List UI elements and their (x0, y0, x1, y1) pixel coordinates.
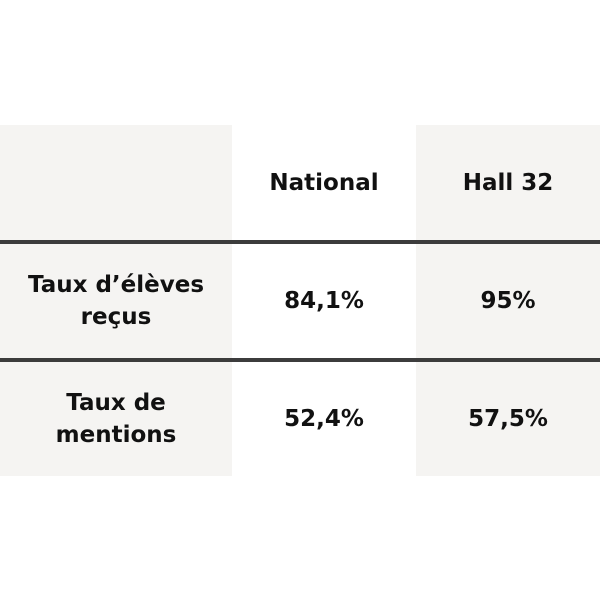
corner-cell (0, 125, 232, 240)
header-row: National Hall 32 (0, 125, 600, 240)
row-separator (0, 240, 600, 244)
column-header: National (232, 125, 416, 240)
value-cell: 57,5% (416, 362, 600, 476)
column-header: Hall 32 (416, 125, 600, 240)
row-label: Taux de mentions (0, 362, 232, 476)
value-cell: 52,4% (232, 362, 416, 476)
row-label: Taux d’élèves reçus (0, 244, 232, 358)
value-cell: 95% (416, 244, 600, 358)
comparison-table: National Hall 32 Taux d’élèves reçus 84,… (0, 125, 600, 476)
data-row: Taux de mentions 52,4% 57,5% (0, 362, 600, 476)
value-cell: 84,1% (232, 244, 416, 358)
row-separator (0, 358, 600, 362)
data-row: Taux d’élèves reçus 84,1% 95% (0, 244, 600, 358)
